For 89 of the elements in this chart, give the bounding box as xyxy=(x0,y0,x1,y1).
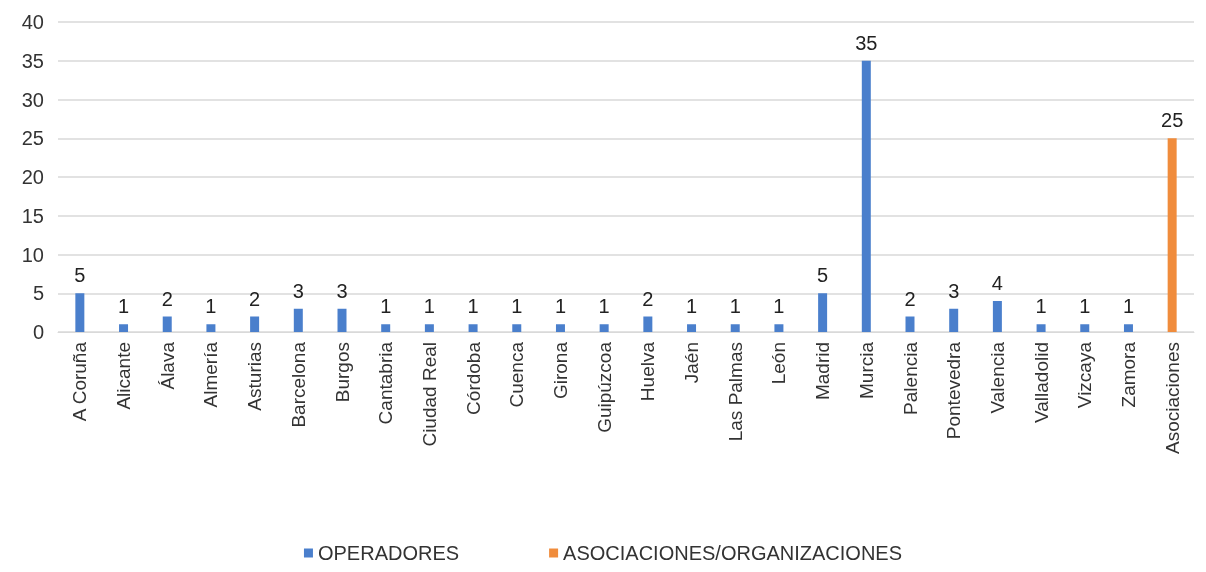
bar xyxy=(818,293,828,332)
data-label: 1 xyxy=(598,295,610,318)
data-label: 1 xyxy=(554,295,567,318)
x-tick-label: Palencia xyxy=(899,341,921,415)
x-tick-label: Guipúzcoa xyxy=(593,341,615,433)
bar xyxy=(119,324,129,332)
data-label: 1 xyxy=(685,295,698,318)
data-label: 3 xyxy=(336,279,348,302)
bar xyxy=(1080,324,1090,332)
x-tick-label: Ciudad Real xyxy=(418,342,440,447)
data-label: 1 xyxy=(205,295,217,318)
x-tick-label: Barcelona xyxy=(287,341,309,428)
x-tick-label: Almería xyxy=(200,341,222,408)
y-tick-label: 30 xyxy=(21,88,44,111)
legend-label: OPERADORES xyxy=(317,542,460,564)
x-tick-label: Pontevedra xyxy=(943,341,965,440)
y-tick-label: 25 xyxy=(21,127,44,150)
x-tick-label: Alicante xyxy=(113,342,135,410)
x-tick-label: Asturias xyxy=(244,342,266,411)
bar xyxy=(512,324,522,332)
legend-label: ASOCIACIONES/ORGANIZACIONES xyxy=(563,542,903,564)
data-label: 5 xyxy=(817,264,829,287)
data-label: 1 xyxy=(380,295,392,318)
bar xyxy=(1167,138,1177,332)
x-tick-label: León xyxy=(768,342,790,385)
bar xyxy=(599,324,609,332)
data-label: 35 xyxy=(855,31,878,54)
x-tick-label: Girona xyxy=(549,341,571,400)
data-label: 1 xyxy=(1122,295,1135,318)
bar xyxy=(293,308,303,332)
y-tick-label: 5 xyxy=(32,282,44,305)
x-tick-label: Cantabria xyxy=(375,341,397,425)
bar xyxy=(949,308,959,332)
x-tick-label: Madrid xyxy=(812,342,834,401)
x-tick-label: Burgos xyxy=(331,342,353,403)
data-label: 3 xyxy=(948,279,960,302)
bar xyxy=(905,316,915,332)
bar xyxy=(643,316,653,332)
x-tick-label: Asociaciones xyxy=(1161,342,1183,454)
data-label: 1 xyxy=(1079,295,1091,318)
y-tick-label: 10 xyxy=(21,243,44,266)
x-tick-label: Vizcaya xyxy=(1074,341,1096,409)
x-tick-label: A Coruña xyxy=(69,341,91,422)
data-label: 25 xyxy=(1161,109,1184,132)
data-label: 1 xyxy=(117,295,130,318)
data-label: 4 xyxy=(991,272,1003,294)
bar xyxy=(861,60,871,332)
data-label: 2 xyxy=(904,287,916,310)
bar xyxy=(1036,324,1046,332)
x-tick-label: Cuenca xyxy=(506,341,528,408)
x-tick-label: Valencia xyxy=(986,341,1008,414)
y-tick-label: 35 xyxy=(21,49,44,72)
bar xyxy=(468,324,478,332)
bar xyxy=(774,324,784,332)
x-tick-label: Murcia xyxy=(855,341,877,400)
y-tick-label: 40 xyxy=(21,11,44,33)
x-tick-label: Álava xyxy=(156,341,178,390)
bar xyxy=(555,324,565,332)
data-label: 1 xyxy=(423,295,435,318)
data-label: 2 xyxy=(249,287,261,310)
bar xyxy=(992,301,1002,332)
bar xyxy=(730,324,740,332)
data-label: 3 xyxy=(292,279,304,302)
x-tick-label: Huelva xyxy=(637,341,659,402)
data-label: 1 xyxy=(773,295,785,318)
x-tick-label: Valladolid xyxy=(1030,342,1052,423)
x-tick-label: Zamora xyxy=(1117,341,1139,408)
x-tick-label: Las Palmas xyxy=(724,342,746,442)
bar xyxy=(687,324,697,332)
bar xyxy=(75,293,85,332)
data-label: 2 xyxy=(161,287,173,310)
data-label: 1 xyxy=(729,295,741,318)
bar xyxy=(162,316,172,332)
y-tick-label: 0 xyxy=(32,321,44,343)
data-label: 2 xyxy=(642,287,654,310)
data-label: 1 xyxy=(511,295,523,318)
x-tick-label: Córdoba xyxy=(462,341,484,415)
bar xyxy=(206,324,216,332)
bar xyxy=(1123,324,1133,332)
bar xyxy=(337,308,347,332)
data-label: 1 xyxy=(1035,295,1047,318)
data-label: 5 xyxy=(74,264,86,287)
y-tick-label: 20 xyxy=(21,166,44,188)
bar xyxy=(250,316,260,332)
bar xyxy=(381,324,391,332)
y-tick-label: 15 xyxy=(21,204,44,227)
data-label: 1 xyxy=(467,295,479,318)
x-tick-label: Jaén xyxy=(681,342,703,384)
bar xyxy=(424,324,434,332)
